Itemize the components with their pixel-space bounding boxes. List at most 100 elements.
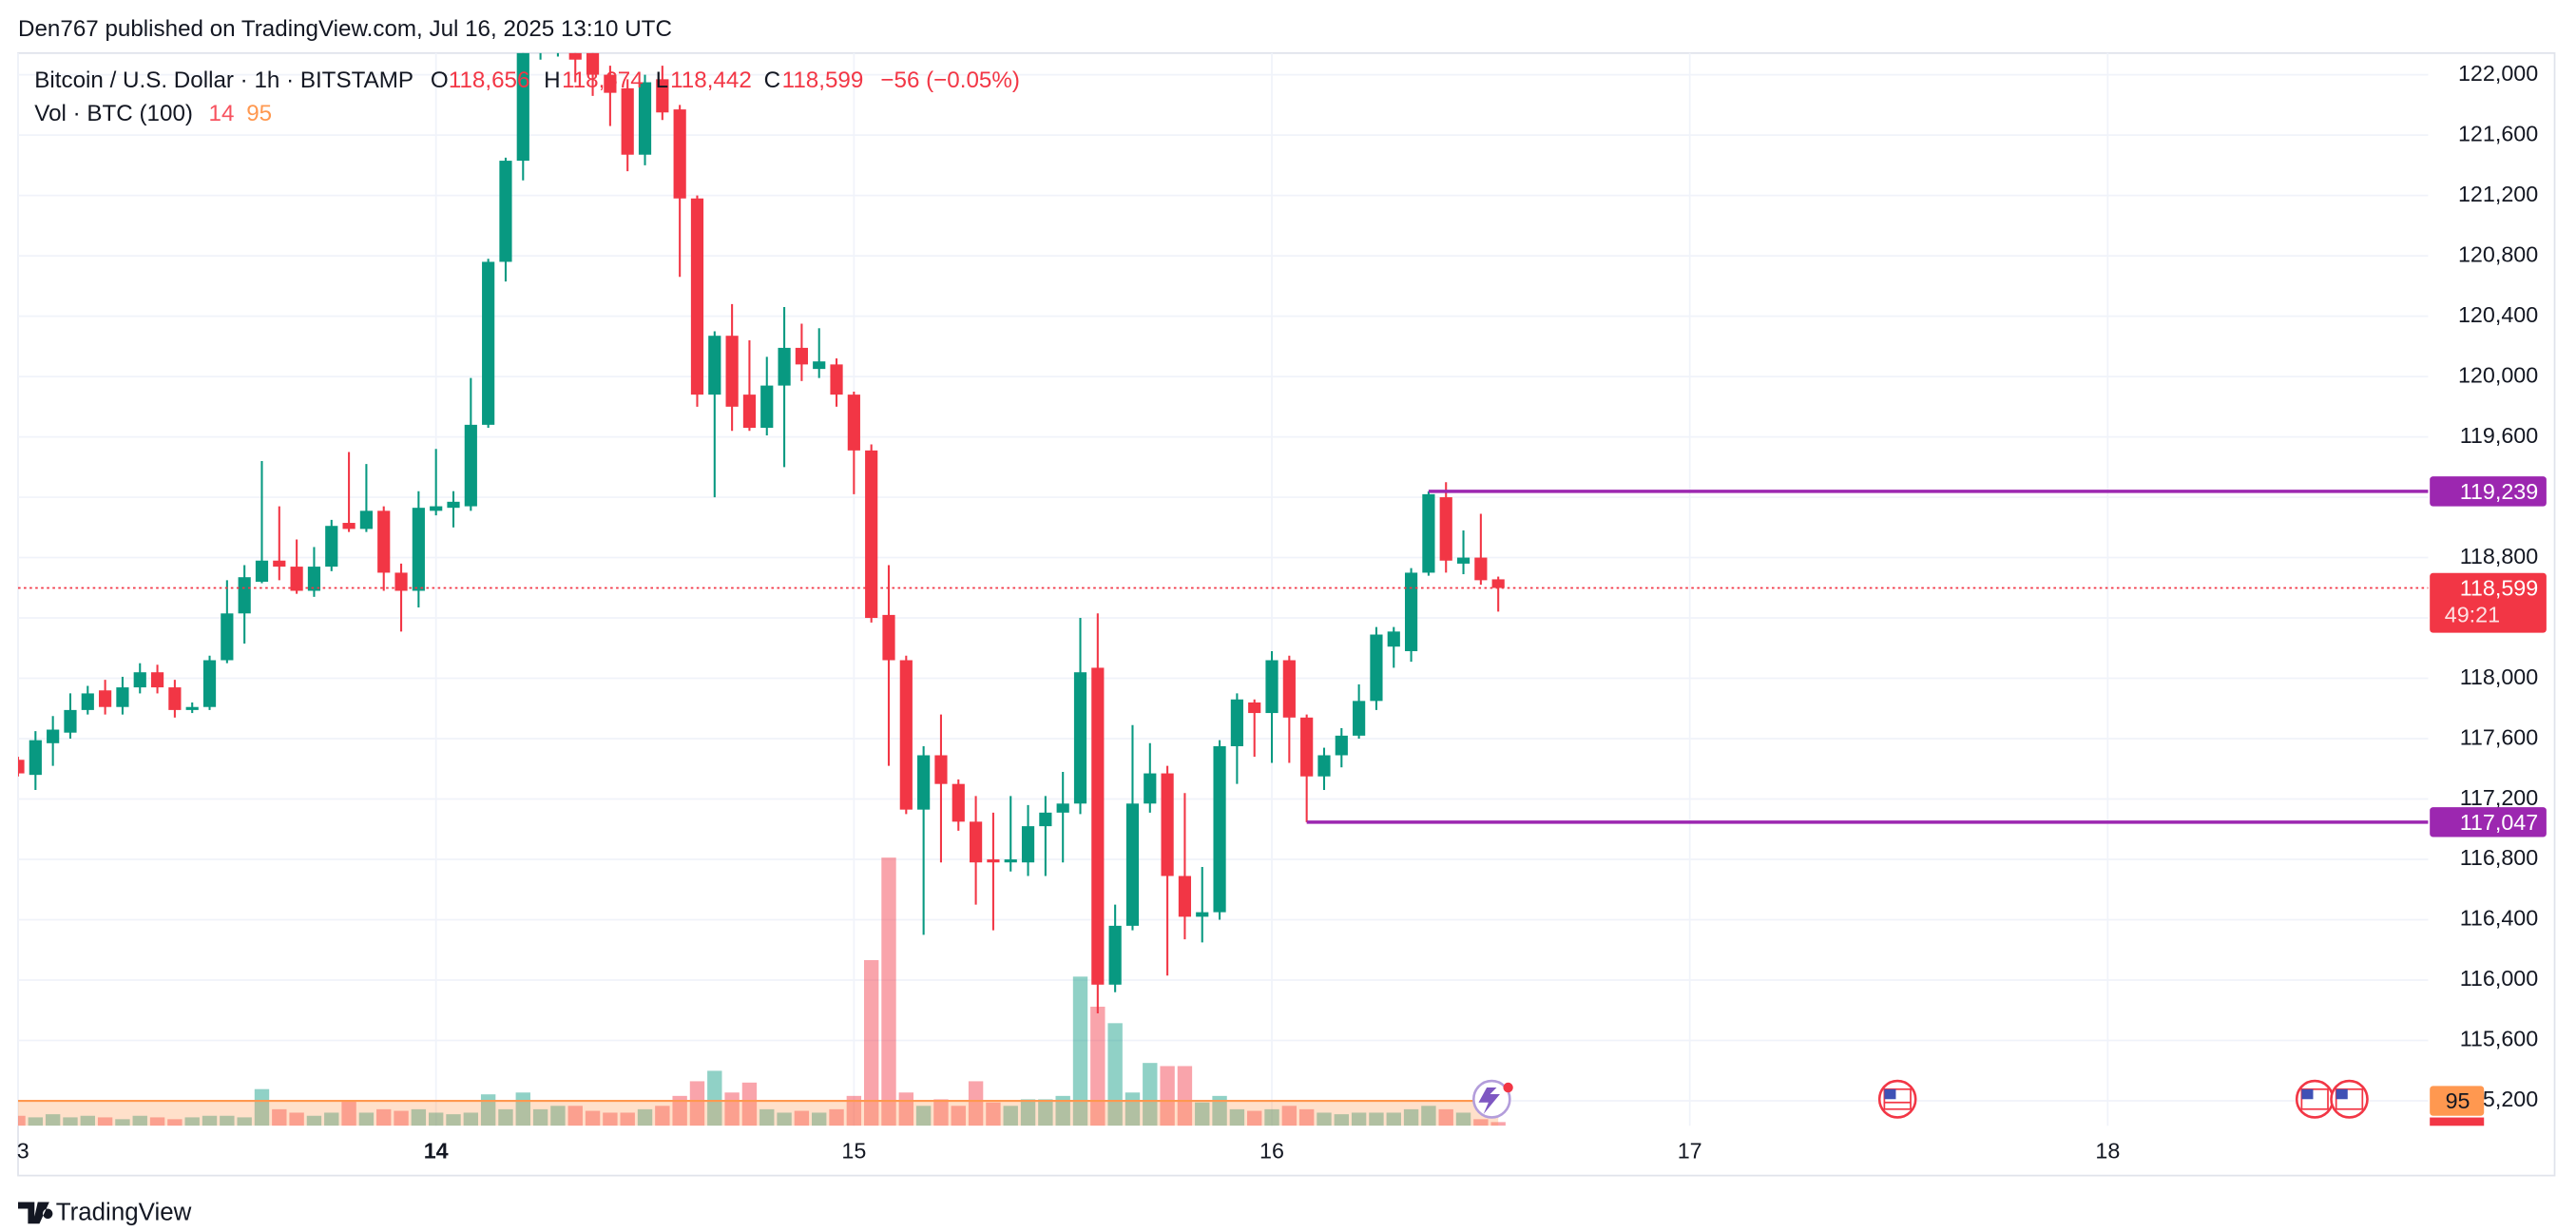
candle-body: [969, 821, 983, 863]
candle-body: [516, 52, 529, 162]
volume-bar: [794, 1110, 810, 1126]
volume-bar: [603, 1112, 618, 1126]
candle-body: [307, 567, 321, 591]
candle-body: [359, 510, 373, 529]
candle-body: [934, 755, 948, 784]
y-tick-label: 121,600: [2458, 121, 2538, 145]
candle-body: [690, 198, 704, 395]
candle-body: [221, 613, 234, 661]
candle-body: [621, 87, 634, 155]
candle-body: [499, 161, 512, 262]
volume-bar: [394, 1110, 409, 1126]
volume-bar: [1212, 1095, 1227, 1126]
axes: 122,000 121,600 121,200 120,800 120,400 120,0…: [17, 61, 2547, 1163]
publish-header: Den767 published on TradingView.com, Jul…: [18, 16, 672, 42]
legend-change: −56 (−0.05%): [880, 67, 1020, 93]
candle-body: [238, 577, 251, 614]
volume-bar: [97, 1117, 113, 1126]
candle-body: [1021, 826, 1035, 863]
candle-body: [656, 79, 669, 113]
x-tick-label: 18: [2095, 1138, 2120, 1163]
volume-bar: [707, 1070, 722, 1126]
candle-body: [742, 395, 757, 429]
volume-ma-value: 95: [246, 101, 272, 126]
volume-bar: [759, 1108, 775, 1126]
volume-bar: [1317, 1112, 1332, 1126]
volume-bar: [1403, 1108, 1419, 1126]
candle-body: [116, 687, 129, 707]
volume-ma-area: [18, 1101, 1499, 1126]
volume-bar: [1055, 1095, 1070, 1126]
y-tick-label: 118,000: [2460, 664, 2539, 689]
candle-body: [778, 347, 791, 386]
volume-bar: [741, 1082, 758, 1126]
candle-body: [150, 672, 164, 688]
event-icon[interactable]: [1877, 1079, 1917, 1119]
volume-last-tag: [2430, 1117, 2485, 1126]
candle-body: [987, 859, 1000, 863]
candle-body: [1265, 660, 1278, 714]
volume-bar: [1264, 1108, 1279, 1126]
event-icon[interactable]: [1472, 1079, 1513, 1119]
candle-body: [133, 672, 146, 688]
volume-bar: [585, 1110, 601, 1126]
volume-bar: [184, 1117, 200, 1126]
volume-bar: [1281, 1106, 1298, 1126]
candle-body: [290, 567, 303, 591]
volume-bar: [1003, 1106, 1018, 1126]
volume-ma-label: 95: [2446, 1088, 2470, 1113]
candle-body: [342, 523, 356, 529]
volume-bar: [1438, 1108, 1453, 1126]
volume-bar: [672, 1095, 687, 1126]
candle-body: [1474, 557, 1488, 581]
event-icon[interactable]: [2295, 1079, 2335, 1119]
volume-bar: [306, 1115, 322, 1126]
y-tick-label: 121,200: [2458, 182, 2538, 206]
legend-value: 118,656: [449, 67, 530, 93]
volume-bar: [915, 1106, 932, 1126]
volume-bar: [167, 1119, 183, 1126]
volume-bar: [846, 1095, 862, 1126]
candle-body: [673, 109, 686, 199]
candle-body: [830, 364, 843, 395]
candle-body: [1004, 859, 1017, 863]
legend-value: 118,599: [782, 67, 864, 93]
candle-body: [1091, 667, 1105, 985]
candle-body: [568, 52, 582, 60]
candle-body: [185, 706, 199, 710]
volume-bar: [968, 1081, 984, 1126]
candle-body: [482, 261, 495, 425]
volume-bar: [863, 960, 879, 1126]
event-icon[interactable]: [2330, 1079, 2369, 1119]
volume-bar: [1229, 1108, 1245, 1126]
level-tag: [2430, 476, 2547, 507]
volume-bar: [637, 1108, 653, 1126]
level-tag: [2430, 807, 2547, 837]
volume-bar: [1421, 1106, 1436, 1126]
candle-body: [273, 560, 286, 568]
volume-bar: [202, 1115, 218, 1126]
volume-bar: [220, 1115, 235, 1126]
candle-body: [168, 687, 182, 710]
volume-bar: [1247, 1110, 1262, 1126]
volume-bar: [272, 1108, 287, 1126]
volume-bar: [341, 1101, 356, 1126]
volume-bar: [1386, 1112, 1401, 1126]
candle-body: [1387, 631, 1400, 647]
candle-body: [394, 572, 408, 591]
candle-body: [1353, 701, 1366, 736]
candle-body: [377, 510, 391, 573]
candle-body: [1248, 702, 1261, 714]
volume-bar: [480, 1094, 496, 1126]
candle-body: [1125, 803, 1140, 926]
volume-bar: [63, 1117, 78, 1126]
candle-body: [1491, 579, 1505, 588]
last-price-label: 118,599: [2460, 575, 2539, 600]
x-tick-label: 16: [1259, 1138, 1284, 1163]
level-label: 119,239: [2460, 479, 2539, 504]
legend-key: C: [764, 67, 780, 93]
legend-key: H: [544, 67, 560, 93]
volume-bar: [446, 1114, 461, 1126]
y-tick-label: 116,800: [2460, 845, 2539, 870]
